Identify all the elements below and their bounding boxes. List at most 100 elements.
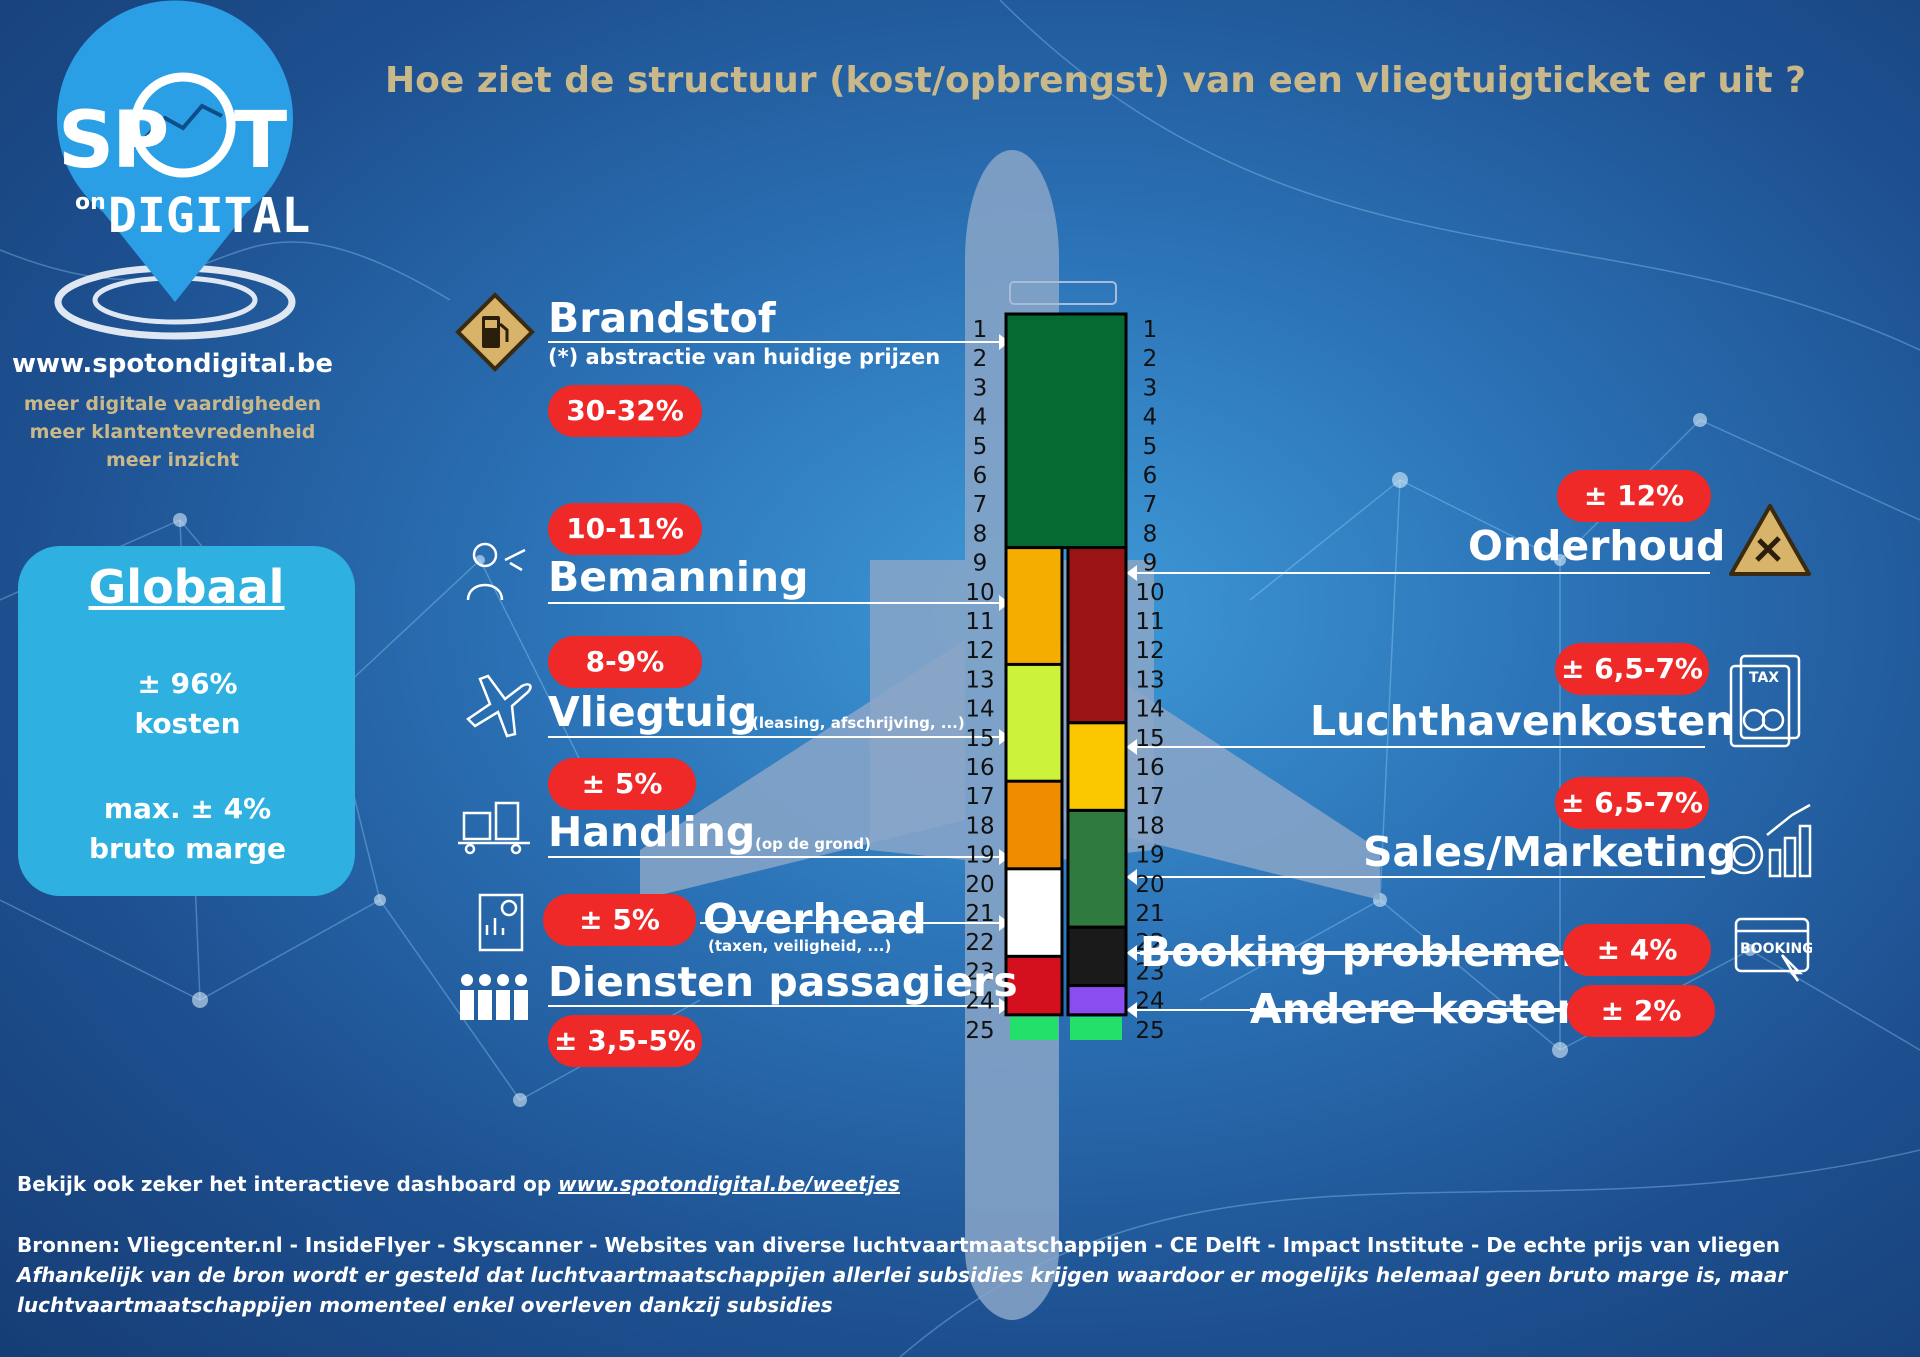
maintenance-tools-icon — [1729, 504, 1811, 576]
bar-right-sales-marketing — [1066, 808, 1128, 929]
booking-click-icon: BOOKING — [1734, 917, 1812, 982]
row-number-right-5: 5 — [1143, 434, 1158, 460]
share-brandstof: 30-32% — [548, 385, 702, 437]
logo-sub-on: on — [75, 190, 106, 215]
sales-growth-icon — [1724, 803, 1812, 878]
label-andere-kosten: Andere kosten — [1250, 985, 1586, 1033]
logo-text-left: SP — [58, 96, 169, 186]
fuel-pump-icon — [455, 292, 535, 372]
share-onderhoud: ± 12% — [1557, 470, 1711, 522]
tax-receipt-icon: TAX — [1729, 654, 1801, 748]
bar-margin-left — [1010, 1016, 1058, 1040]
website-url[interactable]: www.spotondigital.be — [11, 349, 334, 379]
report-icon — [478, 893, 524, 952]
global-summary-box — [18, 546, 355, 896]
share-luchthavenkosten: ± 6,5-7% — [1555, 643, 1709, 695]
global-costs-value: ± 96% — [137, 667, 238, 700]
row-number-left-19: 19 — [965, 843, 994, 869]
share-overhead: ± 5% — [543, 894, 696, 946]
row-number-right-19: 19 — [1135, 843, 1164, 869]
row-number-right-25: 25 — [1135, 1018, 1164, 1044]
row-number-left-20: 20 — [965, 872, 994, 898]
label-vliegtuig: Vliegtuig — [548, 688, 758, 736]
label-booking-problemen: Booking problemen — [1140, 928, 1591, 976]
row-number-left-21: 21 — [965, 901, 994, 927]
row-number-right-11: 11 — [1135, 609, 1164, 635]
row-number-left-8: 8 — [973, 521, 988, 547]
row-number-right-7: 7 — [1143, 492, 1158, 518]
row-number-left-16: 16 — [965, 755, 994, 781]
row-number-left-12: 12 — [965, 638, 994, 664]
label-onderhoud: Onderhoud — [1468, 522, 1726, 570]
global-costs-label: kosten — [134, 707, 241, 740]
label-diensten-passagiers: Diensten passagiers — [548, 958, 1018, 1006]
dashboard-link[interactable]: www.spotondigital.be/weetjes — [558, 1172, 900, 1196]
row-number-right-16: 16 — [1135, 755, 1164, 781]
global-costs-pill: ± 96% kosten — [40, 656, 335, 752]
row-number-left-23: 23 — [965, 959, 994, 985]
luggage-cart-icon — [458, 801, 530, 855]
note-overhead: (taxen, veiligheid, ...) — [708, 937, 892, 955]
passengers-icon — [460, 974, 528, 1020]
label-luchthavenkosten: Luchthavenkosten — [1310, 697, 1735, 745]
row-number-left-14: 14 — [965, 697, 994, 723]
bar-left-brandstof — [1004, 312, 1128, 550]
row-number-right-21: 21 — [1135, 901, 1164, 927]
row-number-left-3: 3 — [973, 375, 988, 401]
row-number-right-17: 17 — [1135, 784, 1164, 810]
page-title: Hoe ziet de structuur (kost/opbrengst) v… — [385, 60, 1807, 101]
row-number-right-13: 13 — [1135, 667, 1164, 693]
share-andere-kosten: ± 2% — [1567, 985, 1715, 1037]
global-margin-pill: max. ± 4% bruto marge — [40, 781, 335, 877]
row-number-left-18: 18 — [965, 813, 994, 839]
share-handling: ± 5% — [548, 758, 696, 810]
flight-attendant-icon — [466, 542, 526, 601]
bar-right-andere-kosten — [1066, 984, 1128, 1017]
label-handling: Handling — [548, 808, 756, 856]
row-number-left-13: 13 — [965, 667, 994, 693]
svg-text:TAX: TAX — [1749, 670, 1779, 686]
row-number-right-2: 2 — [1143, 346, 1158, 372]
global-margin-label: bruto marge — [88, 832, 287, 865]
row-number-right-4: 4 — [1143, 405, 1158, 431]
row-number-left-7: 7 — [973, 492, 988, 518]
tagline-1: meer digitale vaardigheden — [23, 393, 322, 415]
bar-right-luchthavenkosten — [1066, 721, 1128, 812]
row-number-right-12: 12 — [1135, 638, 1164, 664]
row-number-right-18: 18 — [1135, 813, 1164, 839]
label-bemanning: Bemanning — [548, 553, 809, 601]
tagline-2: meer klantentevredenheid — [29, 421, 316, 443]
row-number-left-24: 24 — [965, 989, 994, 1015]
footer-dashboard: Bekijk ook zeker het interactieve dashbo… — [17, 1172, 900, 1196]
row-number-left-11: 11 — [965, 609, 994, 635]
tagline-3: meer inzicht — [105, 449, 240, 471]
global-title: Globaal — [88, 560, 285, 614]
row-number-left-5: 5 — [973, 434, 988, 460]
bar-margin-right — [1070, 1016, 1122, 1040]
row-number-right-9: 9 — [1143, 551, 1158, 577]
row-number-left-4: 4 — [973, 405, 988, 431]
row-number-left-2: 2 — [973, 346, 988, 372]
note-handling: (op de grond) — [755, 835, 871, 853]
share-vliegtuig: 8-9% — [548, 636, 702, 688]
footer-sources: Bronnen: Vliegcenter.nl - InsideFlyer - … — [17, 1233, 1781, 1257]
global-margin-value: max. ± 4% — [103, 792, 272, 825]
note-vliegtuig: (leasing, afschrijving, ...) — [752, 714, 965, 732]
share-booking-problemen: ± 4% — [1563, 924, 1711, 976]
footer-disclaimer-1: Afhankelijk van de bron wordt er gesteld… — [17, 1263, 1788, 1287]
row-number-left-9: 9 — [973, 551, 988, 577]
bar-left-diensten-passagiers — [1004, 954, 1064, 1017]
row-number-right-24: 24 — [1135, 989, 1164, 1015]
label-overhead: Overhead — [703, 895, 927, 943]
bar-left-overhead — [1004, 867, 1064, 958]
row-number-right-20: 20 — [1135, 872, 1164, 898]
row-number-left-17: 17 — [965, 784, 994, 810]
svg-text:BOOKING: BOOKING — [1740, 941, 1812, 957]
share-sales-marketing: ± 6,5-7% — [1555, 777, 1709, 829]
row-number-right-3: 3 — [1143, 375, 1158, 401]
row-number-right-14: 14 — [1135, 697, 1164, 723]
row-number-right-10: 10 — [1135, 580, 1164, 606]
share-bemanning: 10-11% — [548, 503, 702, 555]
